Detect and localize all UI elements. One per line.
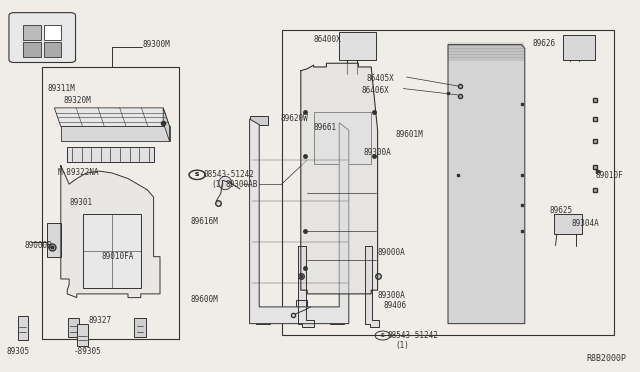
Bar bbox=[134, 318, 146, 337]
Text: 86400X: 86400X bbox=[314, 35, 341, 44]
Bar bbox=[314, 112, 371, 164]
Bar bbox=[250, 116, 268, 125]
Text: 89625: 89625 bbox=[549, 206, 572, 215]
Bar bbox=[83, 214, 141, 288]
Text: 89311M: 89311M bbox=[48, 84, 76, 93]
Polygon shape bbox=[219, 176, 232, 190]
Bar bbox=[339, 32, 376, 60]
Text: 89600M: 89600M bbox=[191, 295, 218, 304]
Text: (1): (1) bbox=[211, 180, 225, 189]
Text: 89301: 89301 bbox=[69, 198, 92, 207]
Text: 89000A: 89000A bbox=[378, 248, 405, 257]
Text: 89300A: 89300A bbox=[378, 291, 405, 300]
Polygon shape bbox=[448, 45, 525, 324]
Bar bbox=[554, 214, 582, 234]
Text: 89616M: 89616M bbox=[191, 217, 218, 226]
Text: M-89322NA: M-89322NA bbox=[58, 168, 99, 177]
Text: S: S bbox=[381, 333, 385, 338]
Text: 89300A: 89300A bbox=[364, 148, 391, 157]
Bar bbox=[296, 300, 307, 314]
Bar bbox=[77, 324, 88, 346]
Bar bbox=[44, 42, 61, 57]
Text: -89305: -89305 bbox=[74, 347, 101, 356]
Bar bbox=[458, 89, 515, 164]
Polygon shape bbox=[61, 166, 160, 298]
Text: 89320M: 89320M bbox=[64, 96, 92, 105]
Text: 89010F: 89010F bbox=[595, 171, 623, 180]
Text: 86406X: 86406X bbox=[362, 86, 389, 94]
Text: S: S bbox=[195, 172, 199, 177]
Text: 89305: 89305 bbox=[6, 347, 29, 356]
Bar bbox=[68, 318, 79, 337]
Polygon shape bbox=[54, 108, 170, 126]
Polygon shape bbox=[250, 119, 349, 324]
FancyBboxPatch shape bbox=[9, 13, 76, 62]
Bar bbox=[256, 307, 270, 324]
Text: 89626: 89626 bbox=[532, 39, 556, 48]
Bar bbox=[23, 25, 41, 40]
Polygon shape bbox=[365, 246, 379, 327]
Polygon shape bbox=[163, 108, 170, 141]
Text: R8B2000P: R8B2000P bbox=[586, 354, 626, 363]
Text: 89620W: 89620W bbox=[280, 114, 308, 123]
Text: 89601M: 89601M bbox=[396, 130, 423, 139]
Bar bbox=[282, 30, 614, 335]
Bar bbox=[47, 223, 61, 257]
Text: (1): (1) bbox=[396, 341, 410, 350]
Text: 89327: 89327 bbox=[88, 316, 111, 325]
Bar bbox=[44, 25, 61, 40]
Bar bbox=[563, 35, 595, 60]
Text: 89300M: 89300M bbox=[142, 40, 170, 49]
Text: 89406: 89406 bbox=[384, 301, 407, 310]
Text: 89304A: 89304A bbox=[572, 219, 599, 228]
Bar bbox=[467, 210, 496, 223]
Text: 08543-51242: 08543-51242 bbox=[204, 170, 254, 179]
Polygon shape bbox=[301, 63, 378, 294]
Text: 89661: 89661 bbox=[314, 123, 337, 132]
Text: 89000B: 89000B bbox=[24, 241, 52, 250]
Bar bbox=[18, 316, 28, 340]
Text: 08543-51242: 08543-51242 bbox=[387, 331, 438, 340]
Polygon shape bbox=[298, 246, 314, 327]
Bar bbox=[23, 42, 41, 57]
Bar bbox=[42, 67, 179, 339]
Text: 86405X: 86405X bbox=[366, 74, 394, 83]
Text: 89010FA: 89010FA bbox=[101, 252, 134, 261]
Text: 89300AB: 89300AB bbox=[225, 180, 258, 189]
Bar bbox=[330, 307, 344, 324]
Polygon shape bbox=[61, 126, 170, 141]
Text: S: S bbox=[195, 172, 200, 177]
Bar bbox=[67, 147, 154, 162]
